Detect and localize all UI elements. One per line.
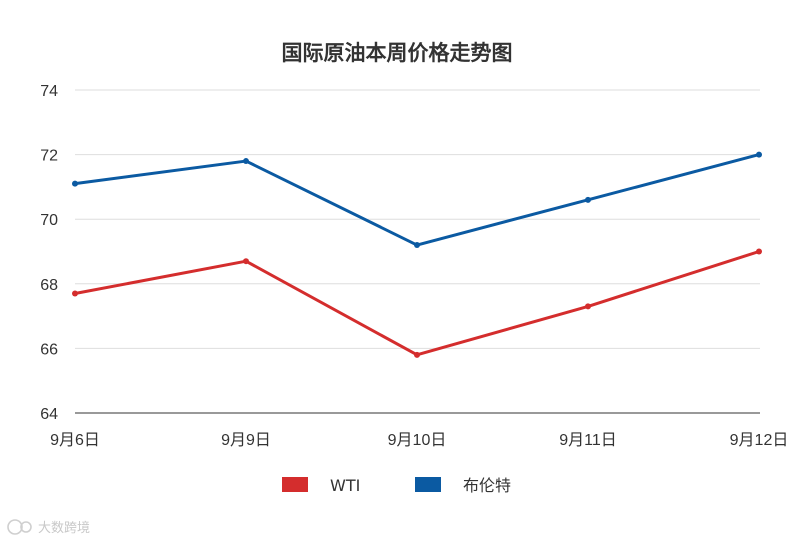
data-point xyxy=(414,242,420,249)
y-tick-label: 64 xyxy=(40,406,58,423)
series-layer xyxy=(72,151,762,358)
legend-swatch xyxy=(415,477,441,492)
data-point xyxy=(72,290,78,297)
y-axis-tick-labels: 64 66 68 70 72 74 xyxy=(40,83,58,423)
data-point xyxy=(243,158,249,165)
data-point xyxy=(414,351,420,358)
legend: WTI 布伦特 xyxy=(282,476,511,495)
series-line xyxy=(73,153,761,247)
gridlines xyxy=(75,89,760,349)
y-tick-label: 70 xyxy=(40,212,58,229)
chart-title: 国际原油本周价格走势图 xyxy=(282,41,513,65)
data-point xyxy=(756,248,762,255)
x-tick-label: 9月11日 xyxy=(559,432,617,449)
series-1 xyxy=(72,248,762,358)
series-line xyxy=(73,250,761,357)
x-tick-label: 9月6日 xyxy=(50,432,100,449)
x-axis-tick-labels: 9月6日 9月9日 9月10日 9月11日 9月12日 xyxy=(50,432,788,449)
data-point xyxy=(585,196,591,203)
y-tick-label: 72 xyxy=(40,148,58,165)
watermark-logo-icon xyxy=(7,519,32,535)
watermark-text: 大数跨境 xyxy=(38,521,90,536)
legend-item: WTI xyxy=(282,476,360,495)
data-point xyxy=(585,303,591,310)
data-point xyxy=(243,258,249,265)
y-tick-label: 68 xyxy=(40,277,58,294)
x-tick-label: 9月12日 xyxy=(730,432,789,449)
data-point xyxy=(756,151,762,158)
series-2 xyxy=(72,151,762,249)
x-tick-label: 9月10日 xyxy=(388,432,447,449)
legend-label: 布伦特 xyxy=(463,476,511,495)
legend-swatch xyxy=(282,477,308,492)
data-point xyxy=(72,180,78,187)
y-tick-label: 66 xyxy=(40,341,58,358)
legend-item: 布伦特 xyxy=(415,476,511,495)
y-tick-label: 74 xyxy=(40,83,58,100)
legend-label: WTI xyxy=(330,476,360,495)
watermark: 大数跨境 xyxy=(7,519,90,536)
x-tick-label: 9月9日 xyxy=(221,432,271,449)
